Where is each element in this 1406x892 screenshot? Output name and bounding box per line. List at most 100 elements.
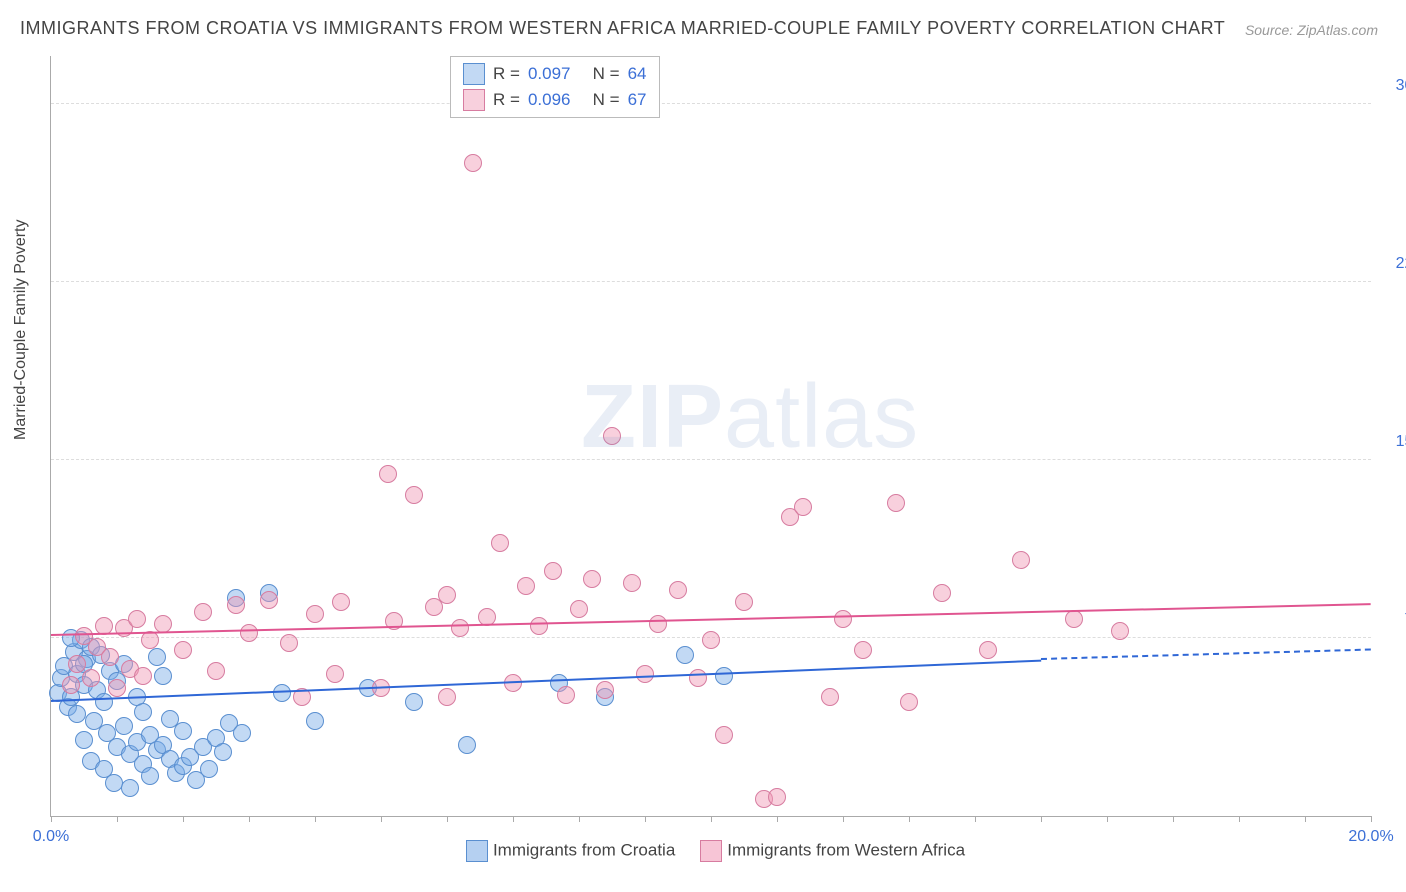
data-point [405,693,423,711]
x-tick [711,816,712,822]
data-point [887,494,905,512]
data-point [141,631,159,649]
data-point [128,610,146,628]
data-point [979,641,997,659]
y-tick-label: 22.5% [1381,255,1406,273]
data-point [194,603,212,621]
x-tick [513,816,514,822]
data-point [105,774,123,792]
data-point [517,577,535,595]
x-tick [909,816,910,822]
legend-swatch [700,840,722,862]
data-point [900,693,918,711]
legend-row: R = 0.097 N = 64 [463,61,647,87]
data-point [676,646,694,664]
trend-line [51,660,1041,702]
data-point [115,717,133,735]
data-point [154,667,172,685]
data-point [464,154,482,172]
x-tick [1041,816,1042,822]
data-point [200,760,218,778]
data-point [326,665,344,683]
x-tick [579,816,580,822]
chart-title: IMMIGRANTS FROM CROATIA VS IMMIGRANTS FR… [20,18,1225,39]
data-point [669,581,687,599]
data-point [544,562,562,580]
data-point [649,615,667,633]
legend-label: Immigrants from Croatia [493,840,675,859]
data-point [570,600,588,618]
data-point [405,486,423,504]
y-axis-label: Married-Couple Family Poverty [12,219,30,440]
correlation-legend: R = 0.097 N = 64R = 0.096 N = 67 [450,56,660,118]
data-point [821,688,839,706]
x-tick [1107,816,1108,822]
data-point [95,693,113,711]
data-point [240,624,258,642]
data-point [623,574,641,592]
data-point [715,667,733,685]
x-tick [381,816,382,822]
data-point [101,648,119,666]
data-point [530,617,548,635]
data-point [154,615,172,633]
gridline [51,103,1371,104]
data-point [207,662,225,680]
data-point [108,679,126,697]
x-tick [1239,816,1240,822]
gridline [51,459,1371,460]
x-tick [975,816,976,822]
y-tick-label: 30.0% [1381,77,1406,95]
data-point [306,605,324,623]
x-tick [51,816,52,822]
data-point [62,676,80,694]
data-point [379,465,397,483]
data-point [557,686,575,704]
data-point [280,634,298,652]
data-point [260,591,278,609]
data-point [438,586,456,604]
data-point [834,610,852,628]
data-point [854,641,872,659]
legend-label: Immigrants from Western Africa [727,840,965,859]
legend-swatch [466,840,488,862]
data-point [1065,610,1083,628]
data-point [332,593,350,611]
data-point [1012,551,1030,569]
x-tick [447,816,448,822]
data-point [134,667,152,685]
data-point [227,596,245,614]
x-tick [117,816,118,822]
data-point [794,498,812,516]
x-tick [1305,816,1306,822]
data-point [583,570,601,588]
data-point [458,736,476,754]
y-tick-label: 7.5% [1381,611,1406,629]
data-point [121,779,139,797]
data-point [174,722,192,740]
scatter-plot: ZIPatlas 7.5%15.0%22.5%30.0%0.0%20.0% [50,56,1371,817]
x-tick [183,816,184,822]
source-label: Source: ZipAtlas.com [1245,22,1378,38]
data-point [1111,622,1129,640]
data-point [689,669,707,687]
data-point [603,427,621,445]
data-point [451,619,469,637]
data-point [214,743,232,761]
data-point [735,593,753,611]
x-tick [645,816,646,822]
data-point [68,655,86,673]
legend-row: R = 0.096 N = 67 [463,87,647,113]
data-point [148,648,166,666]
x-tick [1371,816,1372,822]
x-tick [249,816,250,822]
data-point [82,669,100,687]
x-tick [315,816,316,822]
data-point [134,703,152,721]
data-point [636,665,654,683]
series-legend: Immigrants from Croatia Immigrants from W… [0,840,1406,862]
x-tick [843,816,844,822]
data-point [768,788,786,806]
data-point [68,705,86,723]
trend-line [1041,648,1371,661]
